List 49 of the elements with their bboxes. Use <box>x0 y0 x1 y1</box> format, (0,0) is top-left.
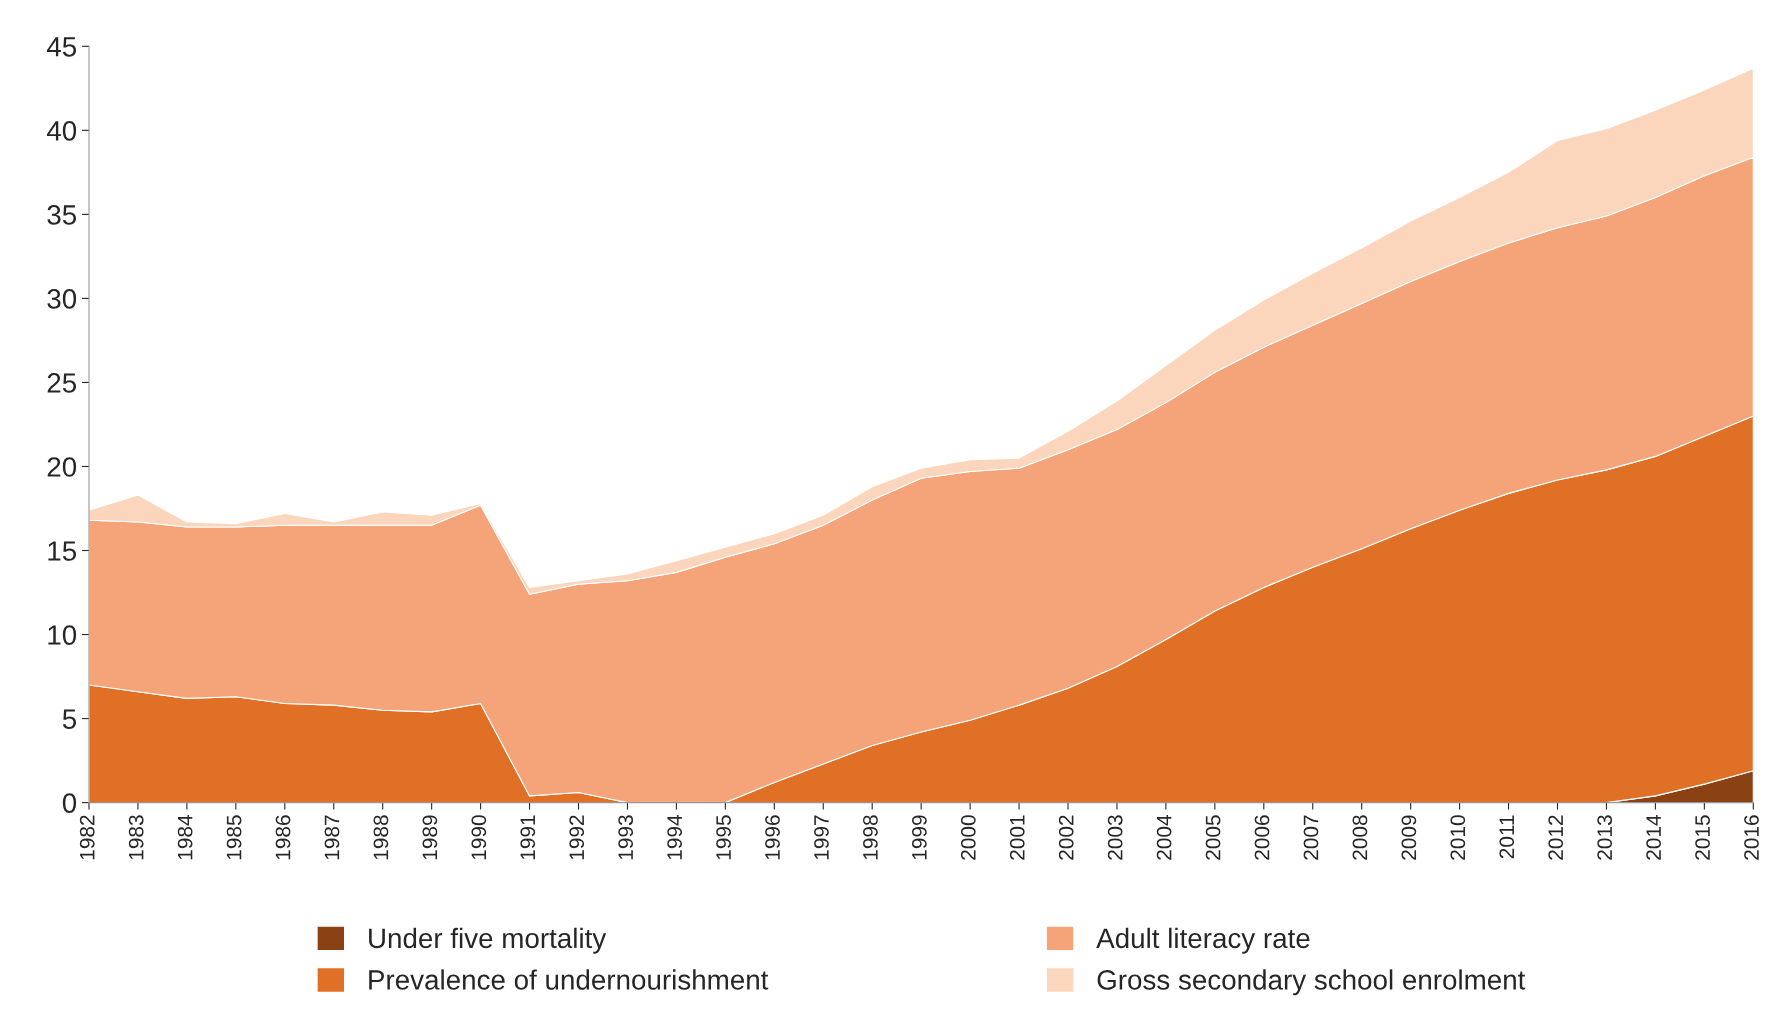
x-tick-label: 1986 <box>275 815 291 860</box>
x-tick-label: 2000 <box>960 815 976 860</box>
y-tick-label: 45 <box>46 37 77 57</box>
legend-label: Gross secondary school enrolment <box>1097 969 1526 996</box>
x-tick-label: 1997 <box>814 815 829 860</box>
y-tick-label: 30 <box>47 289 77 309</box>
x-tick-label: 2007 <box>1303 815 1319 860</box>
x-tick-label: 2001 <box>1009 815 1025 860</box>
x-tick-label: 1989 <box>422 815 438 860</box>
legend-label: Prevalence of undernourishment <box>369 969 769 990</box>
legend-label: Adult literacy rate <box>1096 927 1310 954</box>
y-tick-label: 20 <box>47 457 77 477</box>
y-tick-label: 25 <box>47 373 77 393</box>
x-tick-label: 2016 <box>1744 815 1759 860</box>
x-tick-label: 2009 <box>1401 815 1417 860</box>
legend-label: Under five mortality <box>369 927 607 954</box>
x-tick-label: 1990 <box>471 815 487 860</box>
x-tick-label: 1985 <box>226 815 242 860</box>
x-tick-label: 2005 <box>1205 815 1221 860</box>
x-tick-label: 2015 <box>1695 815 1710 860</box>
x-tick-label: 1996 <box>765 815 780 860</box>
x-tick-label: 1998 <box>863 815 878 860</box>
y-tick-label: 0 <box>62 793 77 813</box>
x-tick-label: 1995 <box>716 815 731 860</box>
y-tick-label: 15 <box>48 541 77 561</box>
x-tick-label: 1983 <box>128 815 144 860</box>
x-tick-label: 2014 <box>1646 815 1661 860</box>
x-tick-label: 2011 <box>1499 815 1515 859</box>
x-tick-label: 1992 <box>569 815 585 860</box>
x-tick-label: 1984 <box>177 815 193 860</box>
x-tick-label: 2004 <box>1156 815 1172 860</box>
y-tick-label: 10 <box>48 625 77 645</box>
x-tick-label: 1991 <box>520 815 536 860</box>
x-tick-label: 2006 <box>1254 815 1270 860</box>
y-tick-label: 5 <box>62 709 77 729</box>
x-tick-label: 1994 <box>667 815 682 860</box>
x-tick-label: 2008 <box>1352 815 1368 860</box>
y-tick-label: 35 <box>47 205 77 225</box>
x-tick-label: 1988 <box>373 815 389 860</box>
x-tick-label: 2013 <box>1597 815 1613 860</box>
x-tick-label: 2010 <box>1450 815 1466 860</box>
x-tick-label: 2003 <box>1107 815 1123 860</box>
x-tick-label: 2002 <box>1058 815 1074 860</box>
x-tick-label: 1987 <box>324 815 340 860</box>
y-tick-label: 40 <box>46 121 77 141</box>
x-tick-label: 1999 <box>911 815 927 860</box>
x-tick-label: 2012 <box>1548 815 1564 860</box>
x-tick-label: 1982 <box>79 815 95 860</box>
x-tick-label: 1993 <box>618 815 634 860</box>
